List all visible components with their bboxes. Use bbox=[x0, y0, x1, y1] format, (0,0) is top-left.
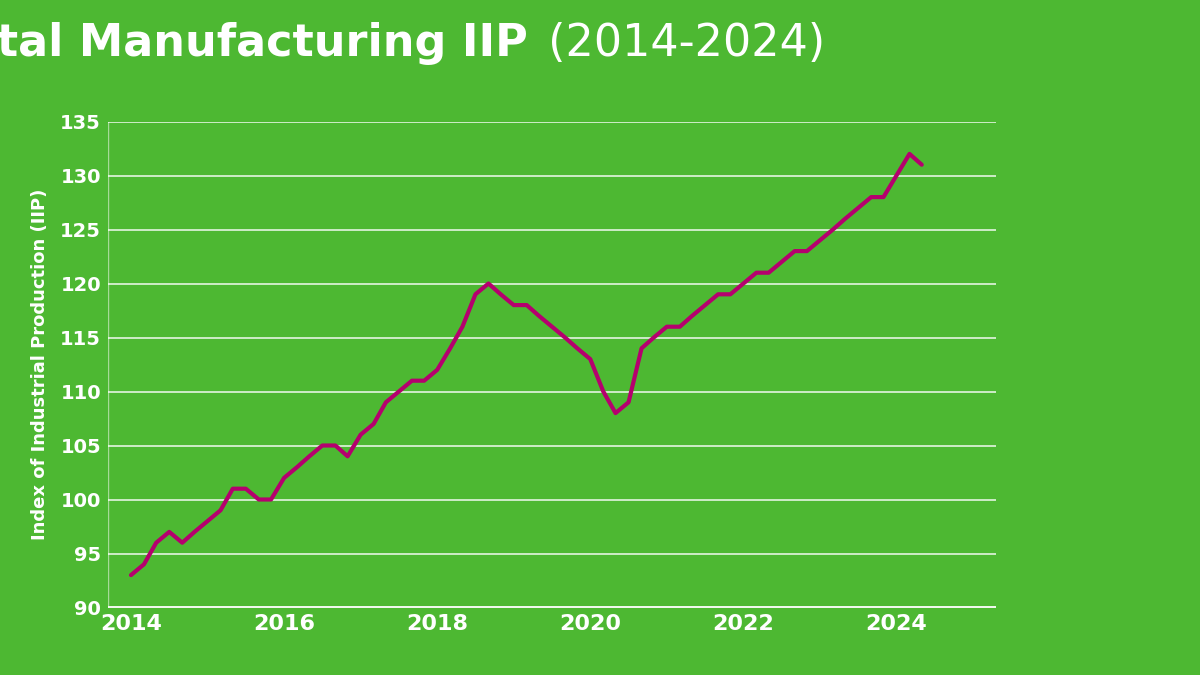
Text: Indonesia Total Manufacturing IIP: Indonesia Total Manufacturing IIP bbox=[0, 22, 528, 65]
Y-axis label: Index of Industrial Production (IIP): Index of Industrial Production (IIP) bbox=[31, 189, 49, 540]
Text: (2014-2024): (2014-2024) bbox=[534, 22, 826, 65]
